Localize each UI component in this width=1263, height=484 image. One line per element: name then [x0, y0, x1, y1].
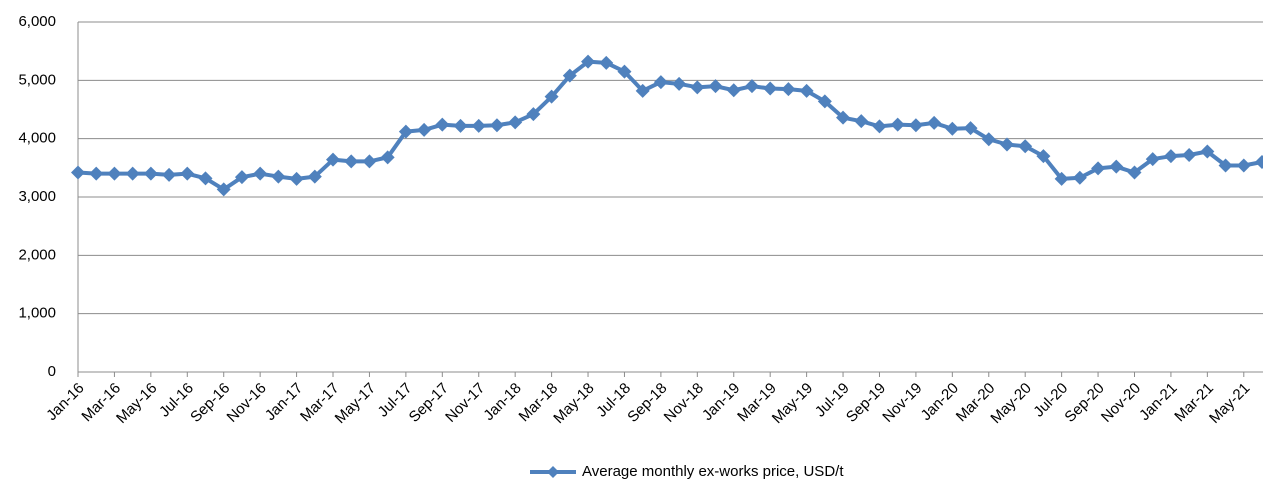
point-marker — [1236, 158, 1251, 173]
point-marker — [1182, 148, 1197, 162]
point-marker — [508, 115, 523, 130]
x-tick-label: Jan-19 — [699, 380, 743, 424]
point-marker — [253, 166, 268, 181]
point-marker — [234, 170, 249, 185]
x-tick-label: Nov-19 — [879, 380, 925, 426]
x-tick-label: May-17 — [332, 380, 379, 427]
point-marker — [1145, 152, 1160, 167]
x-tick-label: May-18 — [550, 380, 597, 427]
point-marker — [71, 165, 85, 180]
x-tick-label: Nov-16 — [224, 380, 270, 426]
point-marker — [581, 54, 596, 69]
point-marker — [927, 115, 942, 130]
point-marker — [799, 83, 814, 98]
x-tick-label: Sep-16 — [187, 380, 233, 426]
y-tick-label: 1,000 — [18, 305, 56, 322]
point-marker — [307, 169, 322, 184]
point-marker — [690, 80, 705, 95]
y-tick-label: 5,000 — [18, 71, 56, 88]
point-marker — [271, 169, 286, 184]
point-marker — [198, 171, 213, 186]
x-tick-label: Sep-18 — [624, 380, 670, 426]
point-marker — [981, 132, 996, 147]
point-marker — [726, 83, 741, 98]
point-marker — [1109, 159, 1124, 174]
point-marker — [781, 82, 796, 97]
point-marker — [1018, 139, 1033, 154]
point-marker — [344, 154, 359, 169]
point-marker — [162, 167, 177, 182]
point-marker — [872, 119, 887, 134]
point-marker — [453, 118, 468, 133]
point-marker — [1036, 149, 1051, 164]
point-marker — [1054, 171, 1069, 186]
point-marker — [1091, 161, 1106, 176]
x-tick-label: Jan-21 — [1136, 380, 1180, 424]
point-marker — [763, 81, 778, 96]
point-marker — [107, 166, 122, 181]
x-tick-label: Nov-17 — [442, 380, 488, 426]
point-marker — [908, 118, 923, 133]
x-tick-label: Jan-16 — [43, 380, 87, 424]
x-tick-label: Sep-19 — [843, 380, 889, 426]
x-tick-label: May-16 — [113, 380, 160, 427]
point-marker — [599, 55, 614, 70]
point-marker — [653, 75, 668, 90]
point-marker — [817, 94, 832, 109]
x-tick-label: Jan-17 — [262, 380, 306, 424]
point-marker — [945, 121, 960, 136]
point-marker — [143, 166, 158, 181]
point-marker — [999, 137, 1014, 152]
point-marker — [890, 117, 905, 132]
x-tick-label: Nov-18 — [661, 380, 707, 426]
point-marker — [289, 171, 304, 186]
x-tick-label: Nov-20 — [1098, 380, 1144, 426]
legend-marker — [547, 466, 559, 478]
point-marker — [362, 154, 377, 169]
point-marker — [380, 150, 395, 165]
point-marker — [125, 166, 140, 181]
x-tick-label: Jan-20 — [918, 380, 962, 424]
point-marker — [489, 118, 504, 133]
point-marker — [617, 64, 632, 79]
y-tick-label: 4,000 — [18, 130, 56, 147]
point-marker — [435, 117, 450, 132]
y-tick-label: 6,000 — [18, 13, 56, 30]
point-marker — [1255, 155, 1263, 169]
point-marker — [1163, 149, 1178, 164]
point-marker — [854, 114, 869, 129]
point-marker — [417, 122, 432, 137]
point-marker — [180, 166, 195, 181]
point-marker — [635, 83, 650, 98]
x-tick-label: Sep-17 — [406, 380, 452, 426]
point-marker — [544, 89, 559, 104]
x-tick-label: May-20 — [987, 380, 1034, 427]
point-marker — [1072, 170, 1087, 185]
y-tick-label: 2,000 — [18, 246, 56, 263]
y-tick-label: 0 — [48, 363, 56, 380]
point-marker — [526, 107, 541, 122]
x-tick-label: May-19 — [769, 380, 816, 427]
point-marker — [708, 79, 723, 94]
point-marker — [672, 76, 687, 91]
point-marker — [562, 68, 577, 83]
point-marker — [836, 110, 851, 125]
point-marker — [89, 166, 104, 181]
x-tick-label: May-21 — [1206, 380, 1253, 427]
point-marker — [963, 121, 978, 136]
x-tick-label: Jan-18 — [480, 380, 524, 424]
point-marker — [471, 118, 486, 133]
point-marker — [326, 152, 341, 167]
point-marker — [216, 182, 231, 197]
point-marker — [1200, 144, 1215, 159]
point-marker — [1127, 165, 1142, 180]
x-tick-label: Sep-20 — [1061, 380, 1107, 426]
legend-label: Average monthly ex-works price, USD/t — [582, 463, 844, 480]
point-marker — [1218, 158, 1233, 173]
point-marker — [398, 124, 413, 139]
point-marker — [744, 79, 759, 94]
y-tick-label: 3,000 — [18, 188, 56, 205]
